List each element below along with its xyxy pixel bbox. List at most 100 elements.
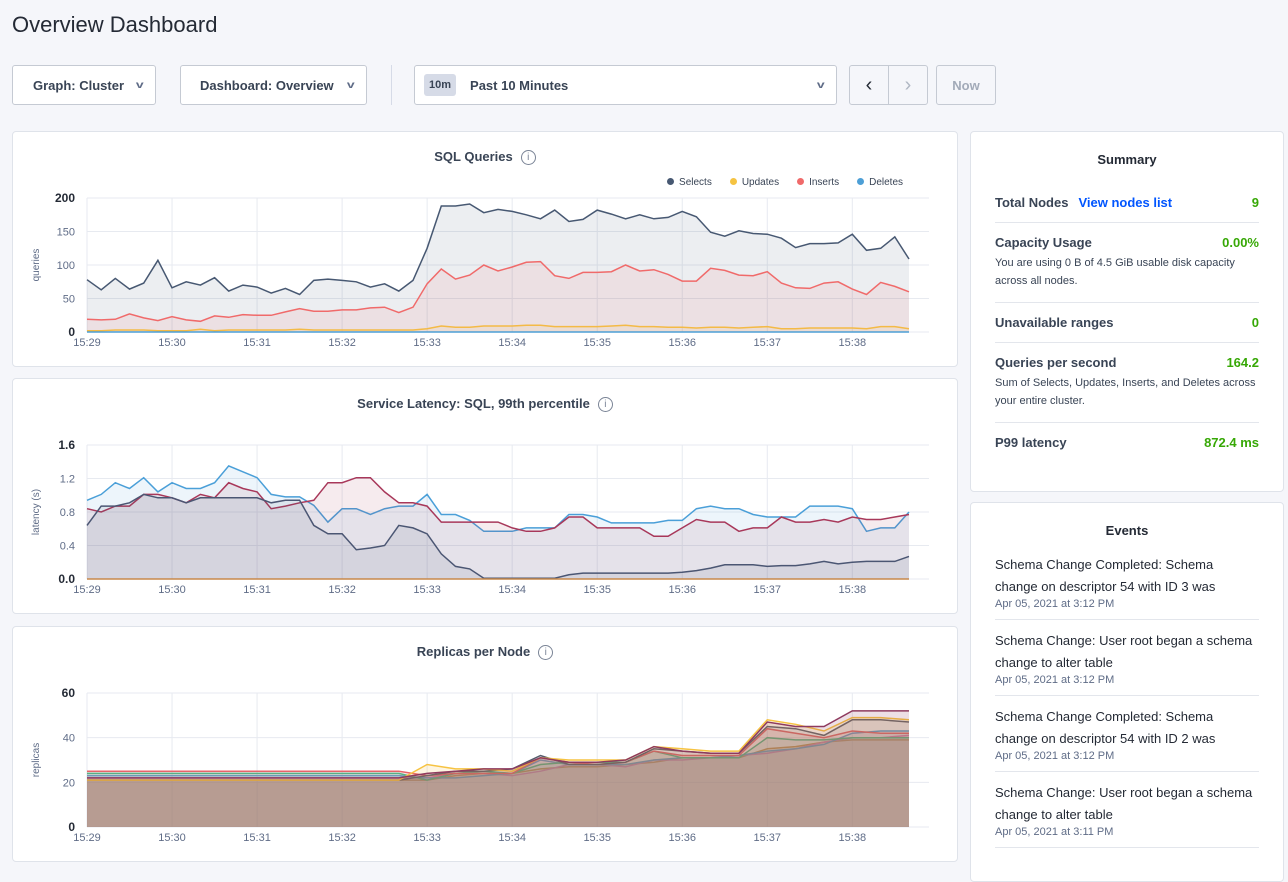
time-nav: ‹ › [849, 65, 928, 105]
label: Queries per second [995, 355, 1117, 370]
legend-item-inserts[interactable]: Inserts [797, 177, 839, 188]
dashboard-select-label: Dashboard: Overview [200, 77, 334, 93]
x-tick-label: 15:29 [73, 832, 101, 844]
event-date: Apr 05, 2021 at 3:12 PM [995, 674, 1115, 686]
legend-label: Selects [679, 177, 712, 188]
y-axis-label: replicas [31, 743, 42, 777]
x-tick-label: 15:35 [583, 337, 611, 349]
graph-select-label: Graph: Cluster [33, 77, 125, 93]
events-panel: Events Schema Change Completed: Schema c… [970, 502, 1284, 882]
y-tick-label: 150 [57, 227, 75, 239]
value: 0 [1251, 315, 1259, 330]
chart-card-replicas-per-node: 15:29 15:30 15:31 15:32 15:33 15:34 15:35 15:36… [12, 626, 958, 862]
x-tick-label: 15:36 [668, 832, 696, 844]
page-title: Overview Dashboard [12, 12, 218, 37]
x-tick-label: 15:34 [498, 584, 526, 596]
y-tick-label: 1.6 [58, 438, 75, 452]
dashboard-select[interactable]: Dashboard: Overview v [180, 65, 367, 105]
legend-label: Updates [741, 177, 780, 188]
area-inserts [87, 261, 909, 332]
legend-label: Deletes [869, 177, 903, 188]
label: Capacity Usage [995, 235, 1092, 250]
event-item[interactable]: Schema Change Completed: Schema change o… [995, 696, 1259, 772]
event-item[interactable]: Schema Change: User root began a schema … [995, 772, 1259, 848]
legend: Selects Updates Inserts Deletes [667, 177, 903, 188]
line-series-2 [87, 730, 909, 779]
replicas-chart: 15:29 15:30 15:31 15:32 15:33 15:34 15:35 15:36… [31, 686, 929, 844]
area-series-3 [87, 737, 909, 827]
y-tick-label: 0 [68, 820, 75, 834]
event-text: Schema Change: User root began a schema … [995, 633, 1253, 670]
x-tick-label: 15:32 [328, 584, 356, 596]
chart-title: Replicas per Node i [13, 644, 957, 661]
x-tick-label: 15:37 [754, 832, 782, 844]
y-tick-label: 0 [68, 325, 75, 339]
info-icon[interactable]: i [538, 645, 554, 661]
sql-queries-chart: 15:29 15:30 15:31 15:32 15:33 15:34 15:35 15:36… [31, 191, 929, 349]
x-tick-label: 15:29 [73, 337, 101, 349]
line-series-0 [86, 464, 910, 533]
value: 164.2 [1226, 355, 1259, 370]
line-series-2 [86, 493, 910, 579]
x-tick-label: 15:38 [839, 337, 867, 349]
info-icon[interactable]: i [520, 150, 536, 166]
y-tick-label: 0.8 [60, 507, 75, 519]
y-axis-label: latency (s) [31, 489, 42, 535]
x-tick-label: 15:31 [243, 337, 271, 349]
now-button[interactable]: Now [936, 65, 996, 105]
event-item[interactable]: Schema Change: User root began a schema … [995, 620, 1259, 696]
graph-select[interactable]: Graph: Cluster v [12, 65, 156, 105]
line-series-3 [87, 736, 909, 781]
y-tick-label: 50 [63, 294, 75, 306]
y-tick-label: 100 [57, 260, 75, 272]
line-selects [86, 203, 910, 296]
y-tick-label: 1.2 [60, 474, 75, 486]
x-tick-label: 15:38 [839, 584, 867, 596]
x-tick-label: 15:33 [413, 337, 441, 349]
area-series-6 [87, 717, 909, 827]
x-tick-label: 15:35 [583, 584, 611, 596]
next-button[interactable]: › [888, 66, 927, 104]
event-date: Apr 05, 2021 at 3:12 PM [995, 750, 1115, 762]
legend-item-deletes[interactable]: Deletes [857, 177, 903, 188]
legend-item-updates[interactable]: Updates [729, 177, 780, 188]
x-tick-label: 15:34 [498, 832, 526, 844]
area-series-1 [87, 477, 909, 579]
event-text: Schema Change Completed: Schema change o… [995, 557, 1216, 594]
legend-item-selects[interactable]: Selects [667, 177, 712, 188]
y-tick-label: 40 [63, 733, 75, 745]
event-item[interactable]: Schema Change Completed: Schema change o… [995, 544, 1259, 620]
x-tick-label: 15:37 [754, 337, 782, 349]
legend-label: Inserts [809, 177, 840, 188]
area-series-0 [87, 739, 909, 827]
area-selects [87, 204, 909, 332]
chart-title: SQL Queries i [13, 149, 957, 166]
chart-title-text: Service Latency: SQL, 99th percentile [357, 396, 590, 411]
x-tick-label: 15:38 [839, 832, 867, 844]
event-date: Apr 05, 2021 at 3:11 PM [995, 826, 1114, 838]
events-title: Events [1105, 523, 1149, 538]
x-tick-label: 15:36 [668, 337, 696, 349]
x-tick-label: 15:31 [243, 832, 271, 844]
view-nodes-link[interactable]: View nodes list [1078, 195, 1173, 210]
x-tick-label: 15:32 [328, 832, 356, 844]
x-tick-label: 15:37 [754, 584, 782, 596]
service-latency-chart: 15:29 15:30 15:31 15:32 15:33 15:34 15:35 15:36… [31, 438, 929, 596]
x-tick-label: 15:30 [158, 584, 186, 596]
line-series-7 [87, 710, 909, 779]
area-series-0 [87, 465, 909, 579]
summary-unavailable-ranges: Unavailable ranges 0 [995, 303, 1259, 343]
chart-title-text: Replicas per Node [416, 644, 531, 659]
chart-card-service-latency: 15:29 15:30 15:31 15:32 15:33 15:34 15:35 15:36… [12, 378, 958, 614]
y-tick-label: 200 [55, 191, 75, 205]
label: P99 latency [995, 435, 1067, 450]
summary-total-nodes: Total Nodes View nodes list 9 [995, 183, 1259, 223]
x-tick-label: 15:36 [668, 584, 696, 596]
time-range-select[interactable]: 10m Past 10 Minutes v [414, 65, 837, 105]
description: Sum of Selects, Updates, Inserts, and De… [995, 377, 1256, 407]
area-series-1 [87, 735, 909, 827]
event-text: Schema Change Completed: Schema change o… [995, 709, 1216, 746]
time-badge: 10m [424, 74, 457, 96]
info-icon[interactable]: i [597, 397, 613, 413]
prev-button[interactable]: ‹ [865, 73, 873, 96]
